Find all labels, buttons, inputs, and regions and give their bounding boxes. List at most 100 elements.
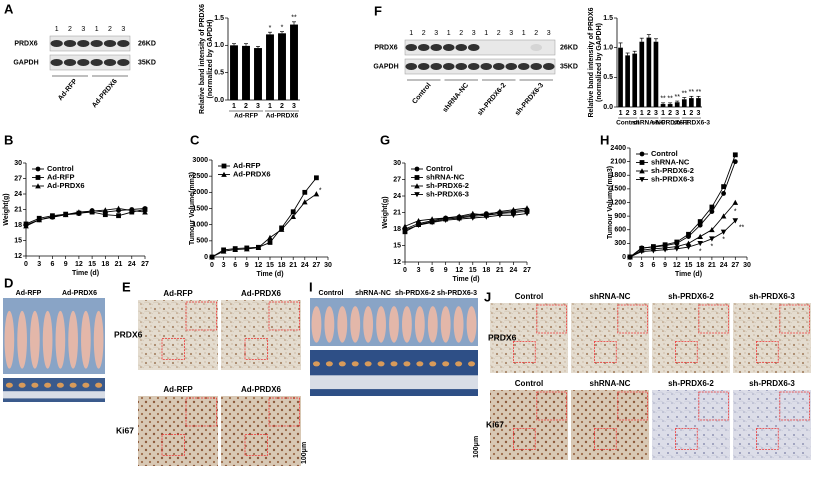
- y-tick-label: 15: [393, 242, 401, 249]
- protein-label: PRDX6: [14, 40, 37, 47]
- x-tick-label: 21: [496, 267, 504, 274]
- marker: [686, 231, 691, 237]
- bar: [242, 45, 250, 100]
- marker: [469, 215, 476, 221]
- mouse: [414, 306, 425, 343]
- marker: [709, 226, 715, 233]
- blot-band: [468, 63, 480, 70]
- label: Weight(g): [382, 196, 389, 228]
- y-tick-label: 0.5: [214, 70, 224, 77]
- marker: [290, 209, 296, 215]
- series-line: [211, 193, 317, 258]
- blot-band: [530, 44, 542, 51]
- x-tick-label: 0: [210, 262, 214, 269]
- marker: [442, 217, 449, 223]
- mouse: [311, 306, 322, 343]
- marker: [697, 240, 703, 247]
- group-label: shRNA-NC: [632, 120, 666, 127]
- bar: [266, 34, 274, 100]
- zoom-box: [513, 341, 536, 363]
- group-label: shRNA-NC: [355, 290, 391, 297]
- tumour: [325, 361, 333, 367]
- legend-label: shRNA-NC: [426, 172, 465, 181]
- blot-band: [443, 63, 455, 70]
- panel-label: H: [600, 132, 609, 147]
- marker: [721, 184, 726, 190]
- marker: [697, 219, 703, 224]
- bar: [681, 99, 687, 107]
- marker: [638, 249, 645, 255]
- y-tick-label: 1.0: [214, 42, 224, 49]
- marker: [497, 208, 503, 214]
- x-tick-label: 9: [245, 262, 249, 269]
- y-tick-label: 24: [393, 193, 401, 200]
- tumour: [377, 361, 385, 367]
- blot-band: [455, 63, 467, 70]
- legend-label: Ad-RFP: [47, 172, 75, 181]
- ihc-image: [571, 303, 649, 373]
- marker: [402, 227, 408, 233]
- bar: [646, 37, 652, 107]
- row-label: PRDX6: [488, 332, 517, 342]
- marker: [674, 246, 680, 252]
- legend-marker: [221, 171, 227, 177]
- blot-band: [77, 59, 90, 66]
- ihc-image: [490, 303, 568, 373]
- marker: [510, 212, 517, 219]
- group-label: sh-PRDX6-3: [673, 120, 711, 127]
- x-tick-label: 24: [128, 261, 136, 268]
- marker: [510, 206, 517, 213]
- marker: [709, 209, 715, 214]
- marker: [102, 207, 109, 213]
- marker: [89, 208, 95, 214]
- legend-label: sh-PRDX6-3: [426, 189, 469, 198]
- bar: [618, 47, 623, 107]
- series-line: [25, 208, 146, 226]
- blot-band: [103, 40, 117, 47]
- ihc-image: [221, 396, 301, 466]
- group-label: Control: [319, 290, 344, 297]
- marker: [697, 222, 703, 228]
- marker: [290, 213, 296, 219]
- significance: **: [689, 89, 695, 96]
- marker: [456, 216, 463, 222]
- lane-number: 1: [55, 26, 59, 33]
- label: Relative band intensity of PRDX6: [199, 4, 206, 114]
- ihc-image: [652, 390, 730, 460]
- mouse: [81, 310, 91, 369]
- marker: [685, 240, 692, 246]
- x-tick-label: 18: [101, 261, 109, 268]
- ihc-image: [138, 300, 218, 370]
- ihc-image: [733, 303, 811, 373]
- tumour: [31, 382, 39, 388]
- series-line: [629, 202, 736, 258]
- group-label: sh-PRDX6-2: [652, 120, 690, 127]
- legend-label: sh-PRDX6-2: [426, 181, 469, 190]
- marker: [720, 213, 727, 219]
- bar: [632, 53, 638, 107]
- y-tick-label: 15: [14, 237, 22, 244]
- y-tick-label: 1500: [610, 186, 626, 193]
- lane-number: 1: [484, 30, 488, 37]
- zoom-inset: [698, 304, 729, 334]
- y-tick-label: 12: [14, 253, 22, 260]
- tumour: [56, 382, 64, 388]
- legend-label: Ad-PRDX6: [47, 181, 85, 190]
- x-tick-label: 9: [64, 261, 68, 268]
- x-tick-label: 27: [731, 262, 739, 269]
- bar: [639, 41, 645, 107]
- bar: [689, 98, 694, 107]
- legend-marker: [414, 192, 420, 198]
- x-tick-label: 3: [654, 110, 658, 117]
- y-tick-label: 2500: [192, 173, 208, 180]
- x-tick-label: 1: [682, 110, 686, 117]
- marker: [255, 244, 262, 251]
- marker: [115, 205, 122, 211]
- marker: [627, 254, 633, 260]
- column-label: sh-PRDX6-2: [668, 379, 714, 388]
- x-tick-label: 6: [651, 262, 655, 269]
- x-tick-label: 0: [628, 262, 632, 269]
- lane-number: 2: [497, 30, 501, 37]
- y-tick-label: 300: [614, 240, 626, 247]
